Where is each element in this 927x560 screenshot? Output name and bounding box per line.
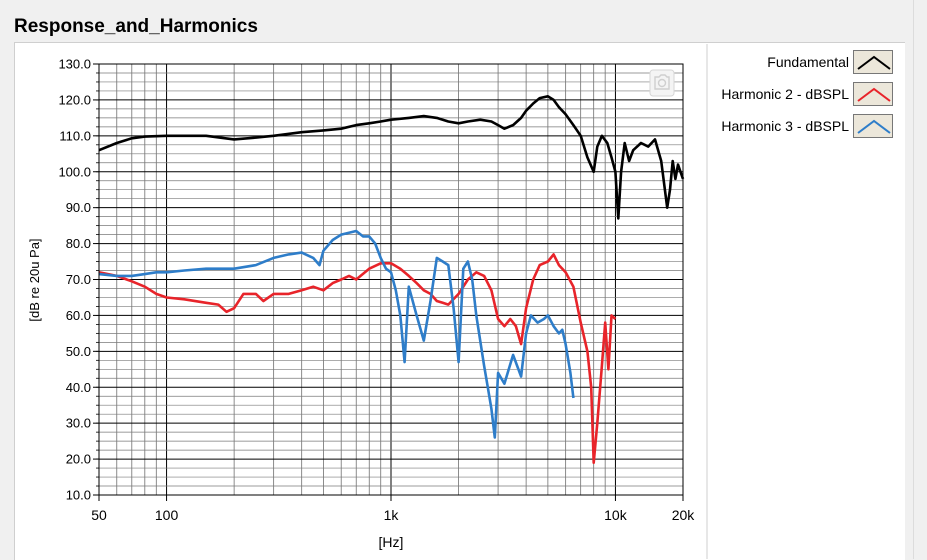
y-axis-label: [dB re 20u Pa] (27, 238, 42, 321)
y-tick-label: 70.0 (66, 272, 91, 287)
x-tick-label: 20k (672, 507, 696, 523)
y-tick-label: 40.0 (66, 380, 91, 395)
y-tick-label: 100.0 (58, 164, 91, 179)
y-tick-label: 20.0 (66, 452, 91, 467)
y-tick-label: 50.0 (66, 344, 91, 359)
series-line-3 (98, 229, 575, 439)
y-tick-label: 110.0 (59, 128, 91, 143)
legend-label: Harmonic 2 - dBSPL (721, 86, 849, 102)
legend-label: Harmonic 3 - dBSPL (721, 118, 849, 134)
chart-title: Response_and_Harmonics (14, 16, 258, 37)
y-tick-label: 10.0 (66, 488, 91, 503)
legend-item-harmonic-2[interactable]: Harmonic 2 - dBSPL (707, 82, 907, 108)
x-tick-label: 50 (91, 507, 107, 523)
y-tick-label: 120.0 (58, 92, 91, 107)
legend-swatch-red[interactable] (853, 82, 893, 106)
legend-swatch-blue[interactable] (853, 114, 893, 138)
y-tick-label: 130.0 (58, 57, 91, 72)
legend-item-fundamental[interactable]: Fundamental (707, 50, 907, 76)
series-line-2 (98, 253, 617, 465)
x-tick-label: 10k (604, 507, 628, 523)
x-axis-label: [Hz] (379, 534, 404, 550)
y-tick-label: 30.0 (66, 416, 91, 431)
series-line-1 (98, 95, 685, 220)
x-tick-label: 1k (384, 507, 400, 523)
legend-item-harmonic-3[interactable]: Harmonic 3 - dBSPL (707, 114, 907, 140)
x-ticks: 50 100 1k 10k 20k (91, 495, 695, 523)
legend-label: Fundamental (767, 54, 849, 70)
legend-swatch-black[interactable] (853, 50, 893, 74)
camera-icon[interactable] (649, 69, 675, 97)
y-tick-label: 80.0 (66, 236, 91, 251)
y-tick-label: 90.0 (66, 200, 91, 215)
y-tick-label: 60.0 (66, 308, 91, 323)
vertical-scrollbar[interactable] (913, 0, 927, 559)
y-ticks: 10.0 20.0 30.0 40.0 50.0 60.0 70.0 80.0 90.0 100.… (58, 57, 99, 503)
series-layer (98, 95, 685, 465)
x-tick-label: 100 (155, 507, 179, 523)
